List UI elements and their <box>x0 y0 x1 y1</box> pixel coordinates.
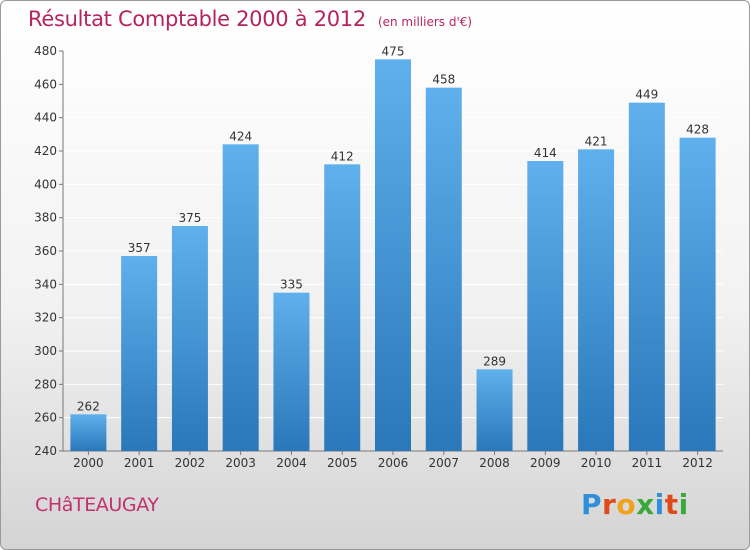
data-label: 262 <box>77 399 100 413</box>
y-tick-label: 280 <box>34 377 57 391</box>
data-label: 475 <box>382 44 405 58</box>
y-tick-label: 460 <box>34 77 57 91</box>
bar-2004 <box>273 292 310 451</box>
data-label: 335 <box>280 278 303 292</box>
y-tick-label: 340 <box>34 277 57 291</box>
x-tick-label: 2007 <box>428 456 459 470</box>
data-label: 449 <box>635 88 658 102</box>
bar-2003 <box>222 144 259 452</box>
place-name: CHâTEAUGAY <box>35 494 159 516</box>
data-label: 421 <box>585 134 608 148</box>
data-label: 414 <box>534 146 557 160</box>
x-tick-label: 2008 <box>479 456 510 470</box>
x-tick-label: 2006 <box>378 456 409 470</box>
bar-2007 <box>425 87 462 452</box>
y-tick-label: 320 <box>34 311 57 325</box>
x-tick-label: 2009 <box>530 456 561 470</box>
x-tick-label: 2005 <box>327 456 358 470</box>
y-tick-label: 380 <box>34 211 57 225</box>
y-tick-label: 420 <box>34 144 57 158</box>
data-label: 412 <box>331 149 354 163</box>
y-tick-label: 260 <box>34 411 57 425</box>
chart-title-main: Résultat Comptable 2000 à 2012 <box>28 7 366 31</box>
y-tick-label: 360 <box>34 244 57 258</box>
logo-letter: i <box>678 488 689 521</box>
logo-letter: t <box>664 488 679 521</box>
data-label: 375 <box>178 211 201 225</box>
bar-2012 <box>679 137 716 451</box>
data-label: 458 <box>432 73 455 87</box>
data-label: 424 <box>229 129 252 143</box>
logo-letter: x <box>636 488 655 521</box>
x-tick-label: 2004 <box>276 456 307 470</box>
x-tick-label: 2003 <box>225 456 256 470</box>
x-tick-label: 2010 <box>581 456 612 470</box>
x-tick-label: 2011 <box>632 456 663 470</box>
y-tick-label: 400 <box>34 177 57 191</box>
data-label: 289 <box>483 354 506 368</box>
logo-letter: P <box>581 488 603 521</box>
x-tick-label: 2001 <box>124 456 155 470</box>
x-tick-label: 2000 <box>73 456 104 470</box>
bar-2006 <box>375 59 411 451</box>
data-label: 428 <box>686 123 709 137</box>
chart-subtitle: (en milliers d'€) <box>377 15 473 29</box>
bar-2002 <box>171 226 208 451</box>
y-tick-label: 480 <box>34 44 57 58</box>
logo-letter: o <box>616 488 637 521</box>
chart-title: Résultat Comptable 2000 à 2012 (en millie… <box>28 7 472 31</box>
data-label: 357 <box>128 241 151 255</box>
y-tick-label: 300 <box>34 344 57 358</box>
proxiti-logo: Proxiti <box>581 488 689 521</box>
y-tick-label: 240 <box>34 444 57 458</box>
logo-letter: r <box>602 488 617 521</box>
logo-letter: i <box>654 488 665 521</box>
x-tick-label: 2002 <box>175 456 206 470</box>
y-tick-label: 440 <box>34 111 57 125</box>
bar-2011 <box>628 102 665 452</box>
bar-2008 <box>476 369 513 451</box>
bar-2010 <box>578 149 615 452</box>
x-tick-label: 2012 <box>682 456 713 470</box>
bar-2000 <box>70 414 107 451</box>
bar-2005 <box>324 164 361 452</box>
bar-2009 <box>527 161 564 451</box>
bar-2001 <box>121 256 158 451</box>
